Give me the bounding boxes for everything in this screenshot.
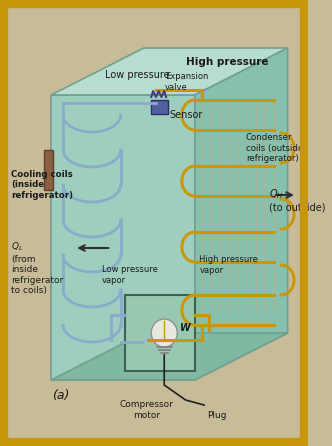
Text: Low pressure
vapor: Low pressure vapor: [102, 265, 158, 285]
Text: $\mathit{Q}_{L}$
(from
inside
refrigerator
to coils): $\mathit{Q}_{L}$ (from inside refrigerat…: [11, 241, 63, 295]
Text: Condenser
coils (outside
refrigerator): Condenser coils (outside refrigerator): [246, 133, 303, 163]
Text: High pressure
vapor: High pressure vapor: [200, 255, 258, 275]
Text: $\mathit{Q}_{H}$
(to outside): $\mathit{Q}_{H}$ (to outside): [269, 187, 326, 213]
Text: Expansion
valve: Expansion valve: [165, 72, 208, 92]
Text: High pressure: High pressure: [186, 57, 269, 67]
Circle shape: [151, 319, 177, 347]
Text: Compressor
motor: Compressor motor: [120, 401, 174, 420]
Text: W: W: [180, 323, 191, 333]
Polygon shape: [51, 333, 288, 380]
Text: Low pressure: Low pressure: [105, 70, 170, 80]
Text: (a): (a): [51, 388, 69, 401]
Polygon shape: [195, 48, 288, 380]
Text: Cooling coils
(inside
refrigerator): Cooling coils (inside refrigerator): [11, 170, 73, 200]
Text: Plug: Plug: [207, 410, 226, 420]
FancyBboxPatch shape: [151, 100, 168, 114]
Polygon shape: [51, 95, 195, 380]
FancyBboxPatch shape: [125, 294, 195, 371]
Text: Sensor: Sensor: [170, 110, 203, 120]
Polygon shape: [51, 48, 288, 95]
FancyBboxPatch shape: [43, 150, 53, 190]
